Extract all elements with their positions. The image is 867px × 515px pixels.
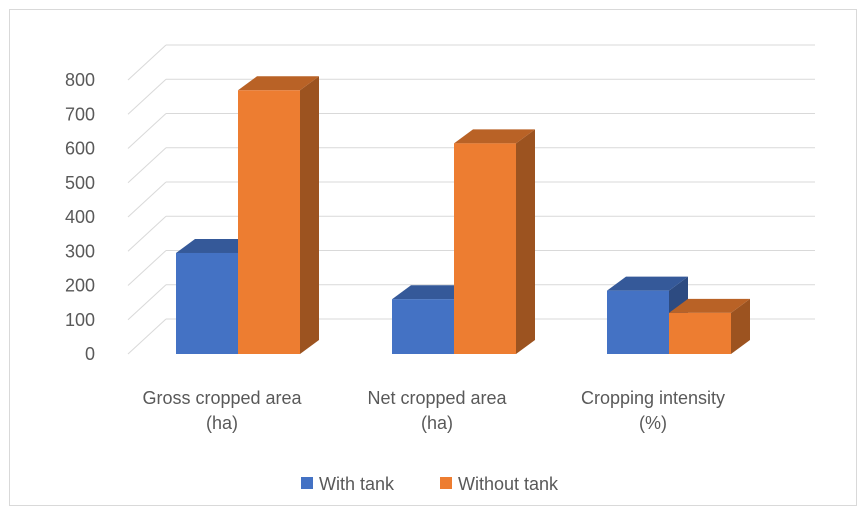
bar-without-tank bbox=[669, 298, 750, 354]
legend-swatch-without-tank bbox=[440, 477, 452, 489]
y-tick-label: 200 bbox=[65, 276, 95, 296]
y-tick-label: 100 bbox=[65, 310, 95, 330]
legend-label-without-tank: Without tank bbox=[458, 474, 559, 494]
bar-top-face bbox=[607, 276, 688, 291]
gridline-side bbox=[127, 181, 167, 218]
y-tick-label: 800 bbox=[65, 70, 95, 90]
gridline-side bbox=[127, 250, 167, 286]
gridline-side bbox=[127, 44, 167, 81]
bar-top-face bbox=[669, 298, 750, 313]
gridline-side bbox=[127, 147, 167, 184]
bar-front-face bbox=[669, 312, 731, 354]
bar-front-face bbox=[176, 252, 238, 354]
x-category-label: Gross cropped area (ha) bbox=[142, 388, 302, 433]
chart-area bbox=[9, 9, 857, 506]
bar-top-face bbox=[176, 238, 257, 253]
y-tick-label: 700 bbox=[65, 104, 95, 124]
bar-side-face bbox=[731, 298, 750, 354]
bar-top-face bbox=[238, 76, 319, 91]
x-category-label: Net cropped area (ha) bbox=[367, 388, 507, 433]
gridline-side bbox=[127, 215, 167, 252]
bar-side-face bbox=[300, 76, 319, 355]
bar-top-face bbox=[392, 285, 473, 300]
y-tick-label: 500 bbox=[65, 173, 95, 193]
gridline-side bbox=[127, 318, 167, 355]
y-tick-label: 400 bbox=[65, 207, 95, 227]
x-category-label: Cropping intensity (%) bbox=[581, 388, 725, 433]
legend-swatch-with-tank bbox=[301, 477, 313, 489]
bar-front-face bbox=[454, 143, 516, 354]
y-tick-label: 300 bbox=[65, 241, 95, 261]
gridline-side bbox=[127, 284, 167, 321]
bar-front-face bbox=[392, 299, 454, 354]
y-tick-label: 0 bbox=[85, 344, 95, 364]
legend-label-with-tank: With tank bbox=[319, 474, 395, 494]
bar-top-face bbox=[454, 129, 535, 144]
bar-front-face bbox=[238, 90, 300, 355]
bar-without-tank bbox=[238, 76, 319, 355]
y-tick-label: 600 bbox=[65, 139, 95, 159]
gridline-side bbox=[127, 113, 167, 149]
bar-without-tank bbox=[454, 129, 535, 354]
bar-side-face bbox=[516, 129, 535, 354]
bar-front-face bbox=[607, 290, 669, 354]
gridline-side bbox=[127, 78, 167, 115]
